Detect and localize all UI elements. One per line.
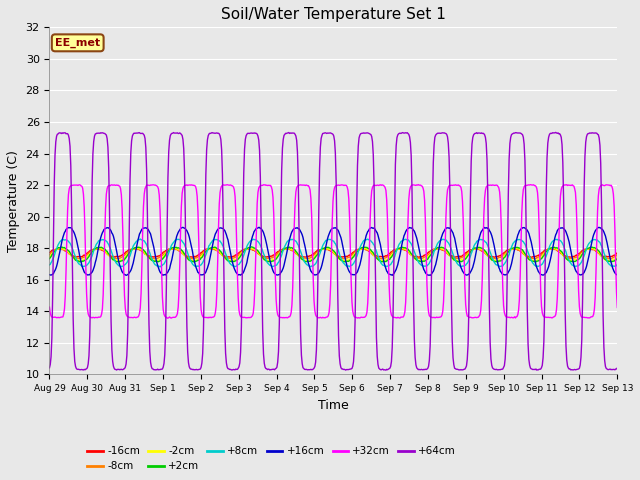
+2cm (420, 258, 428, 264)
-2cm (418, 258, 426, 264)
+32cm (115, 182, 122, 188)
-16cm (436, 246, 444, 252)
+2cm (493, 259, 501, 265)
+8cm (56, 239, 63, 245)
-2cm (202, 248, 210, 254)
+16cm (56, 250, 63, 255)
+32cm (203, 315, 211, 321)
Title: Soil/Water Temperature Set 1: Soil/Water Temperature Set 1 (221, 7, 446, 22)
Line: -2cm: -2cm (49, 248, 618, 261)
+64cm (403, 130, 411, 135)
+32cm (614, 305, 621, 311)
+16cm (173, 234, 180, 240)
+2cm (172, 244, 180, 250)
-16cm (403, 248, 410, 253)
-16cm (45, 250, 53, 255)
+8cm (614, 262, 621, 267)
-2cm (172, 246, 180, 252)
+64cm (420, 367, 428, 372)
+2cm (403, 246, 411, 252)
+16cm (45, 272, 53, 277)
+16cm (122, 273, 130, 278)
-2cm (115, 257, 122, 263)
Line: +2cm: +2cm (49, 247, 618, 262)
+8cm (45, 262, 53, 268)
-8cm (45, 252, 53, 258)
+64cm (614, 365, 621, 371)
+8cm (173, 237, 181, 242)
-16cm (420, 252, 428, 258)
+8cm (156, 264, 164, 270)
+8cm (204, 248, 211, 253)
+64cm (172, 130, 180, 136)
+32cm (45, 304, 53, 310)
-16cm (172, 247, 180, 252)
-2cm (420, 257, 428, 263)
+2cm (202, 249, 210, 254)
-8cm (57, 245, 65, 251)
+8cm (115, 263, 122, 268)
+32cm (163, 315, 171, 321)
+8cm (420, 264, 428, 269)
-2cm (614, 254, 621, 260)
+8cm (404, 237, 412, 243)
-16cm (115, 254, 122, 260)
+32cm (403, 248, 411, 253)
+64cm (56, 130, 63, 136)
-8cm (56, 246, 63, 252)
+2cm (247, 244, 255, 250)
Line: -8cm: -8cm (49, 248, 618, 259)
-2cm (45, 254, 53, 260)
+32cm (420, 198, 428, 204)
-16cm (614, 250, 621, 256)
+64cm (552, 130, 559, 135)
Line: +64cm: +64cm (49, 132, 618, 370)
Line: -16cm: -16cm (49, 249, 618, 257)
+32cm (173, 313, 180, 319)
+16cm (255, 225, 262, 230)
Line: +8cm: +8cm (49, 239, 618, 267)
+64cm (115, 367, 122, 372)
+8cm (136, 236, 144, 242)
-8cm (420, 254, 428, 260)
+2cm (115, 259, 122, 264)
-16cm (202, 246, 210, 252)
Y-axis label: Temperature (C): Temperature (C) (7, 150, 20, 252)
-2cm (207, 245, 215, 251)
+16cm (420, 268, 428, 274)
+64cm (202, 171, 210, 177)
-8cm (403, 248, 411, 254)
-2cm (403, 247, 411, 253)
+2cm (56, 245, 63, 251)
+64cm (382, 367, 390, 373)
+16cm (614, 272, 621, 278)
+16cm (404, 226, 412, 231)
+32cm (56, 315, 63, 321)
Line: +32cm: +32cm (49, 185, 618, 318)
Text: EE_met: EE_met (55, 38, 100, 48)
-8cm (203, 247, 211, 253)
+64cm (45, 365, 53, 371)
+2cm (614, 256, 621, 262)
-8cm (607, 256, 615, 262)
-2cm (56, 245, 63, 251)
X-axis label: Time: Time (318, 399, 349, 412)
+16cm (115, 256, 122, 262)
+16cm (203, 267, 211, 273)
-8cm (173, 247, 180, 252)
-8cm (115, 256, 123, 262)
+2cm (45, 256, 53, 262)
+32cm (415, 182, 422, 188)
-8cm (614, 252, 621, 257)
-16cm (415, 254, 423, 260)
-16cm (56, 246, 63, 252)
Legend: -16cm, -8cm, -2cm, +2cm, +8cm, +16cm, +32cm, +64cm: -16cm, -8cm, -2cm, +2cm, +8cm, +16cm, +3… (83, 442, 460, 476)
Line: +16cm: +16cm (49, 228, 618, 276)
